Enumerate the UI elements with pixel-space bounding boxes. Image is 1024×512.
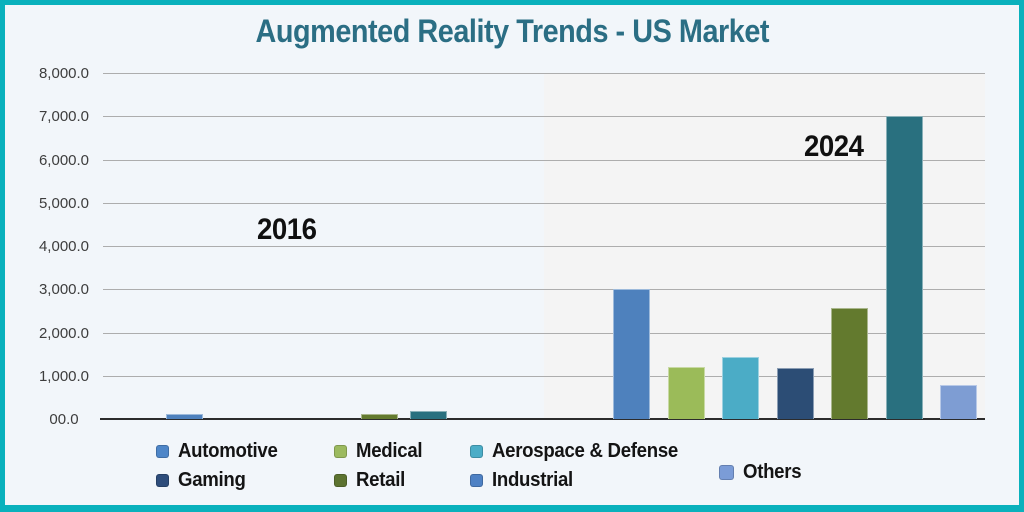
gridline <box>103 203 985 204</box>
y-tick-label: 5,000.0 <box>38 195 90 212</box>
legend-label-medical: Medical <box>356 439 423 462</box>
gridline <box>103 289 985 290</box>
y-tick-label: 2,000.0 <box>38 325 90 342</box>
legend-swatch-automotive <box>156 444 169 458</box>
bar-industrial-2024 <box>886 116 923 419</box>
gridline <box>103 160 985 161</box>
bar-automotive-2016 <box>166 414 203 419</box>
bar-gaming-2024 <box>777 368 814 419</box>
chart-title: Augmented Reality Trends - US Market <box>5 13 1019 50</box>
y-tick-label: 00.0 <box>49 411 79 428</box>
legend-swatch-gaming <box>156 473 169 487</box>
bar-aerospace-defense-2024 <box>722 357 759 419</box>
legend-swatch-medical <box>334 444 347 458</box>
chart-title-text: Augmented Reality Trends - US Market <box>255 13 769 49</box>
legend-item-industrial: Industrial <box>470 469 579 491</box>
legend-swatch-retail <box>334 473 347 487</box>
y-tick-label: 7,000.0 <box>38 108 90 125</box>
bar-retail-2016 <box>361 414 398 419</box>
legend-swatch-others <box>719 464 734 480</box>
legend-label-aerospace-defense: Aerospace & Defense <box>492 439 678 462</box>
y-tick-label: 6,000.0 <box>38 152 90 169</box>
bar-medical-2024 <box>668 367 705 419</box>
legend-label-others: Others <box>743 460 802 483</box>
legend-swatch-industrial <box>470 473 483 487</box>
legend-item-automotive: Automotive <box>156 440 285 462</box>
category-label-2024: 2024 <box>804 130 864 163</box>
legend-item-aerospace-defense: Aerospace & Defense <box>470 440 692 462</box>
gridline <box>103 376 985 377</box>
legend-label-retail: Retail <box>356 468 405 491</box>
bar-retail-2024 <box>831 308 868 419</box>
y-tick-label: 3,000.0 <box>38 281 90 298</box>
y-tick-label: 8,000.0 <box>38 65 90 82</box>
bar-industrial-2016 <box>410 411 447 419</box>
gridline <box>103 73 985 74</box>
y-tick-label: 4,000.0 <box>38 238 90 255</box>
legend-swatch-aerospace-defense <box>470 444 483 458</box>
bar-automotive-2024 <box>613 289 650 419</box>
gridline <box>103 333 985 334</box>
legend-label-automotive: Automotive <box>178 439 278 462</box>
legend-item-others: Others <box>719 461 806 483</box>
legend-item-gaming: Gaming <box>156 469 251 491</box>
category-label-2016: 2016 <box>257 213 317 246</box>
gridline <box>103 116 985 117</box>
y-tick-label: 1,000.0 <box>38 368 90 385</box>
legend-item-retail: Retail <box>334 469 409 491</box>
legend-label-gaming: Gaming <box>178 468 246 491</box>
bar-others-2024 <box>940 385 977 419</box>
x-axis-line <box>100 418 985 420</box>
legend-label-industrial: Industrial <box>492 468 573 491</box>
legend-item-medical: Medical <box>334 440 427 462</box>
gridline <box>103 246 985 247</box>
